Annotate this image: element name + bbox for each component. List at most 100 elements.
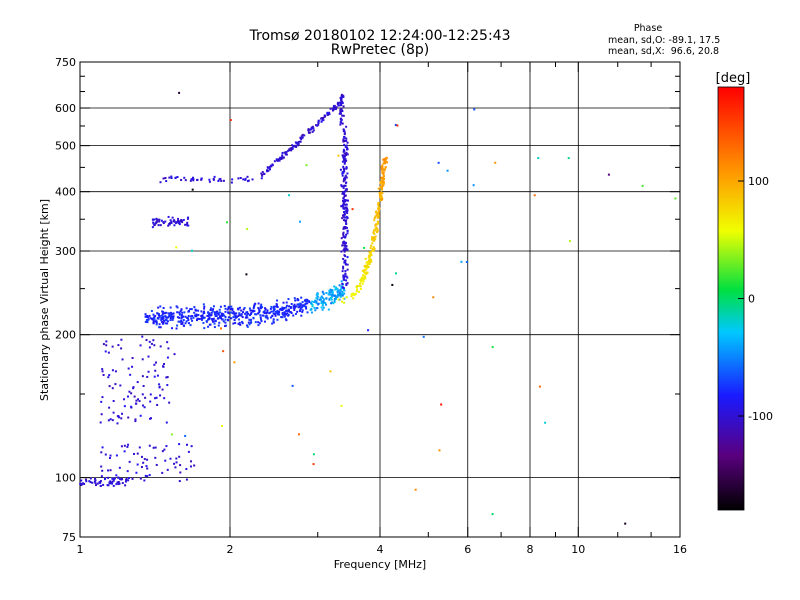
data-point bbox=[333, 285, 336, 288]
data-point bbox=[340, 104, 343, 107]
data-point bbox=[301, 136, 304, 139]
data-point bbox=[185, 443, 188, 446]
data-point bbox=[374, 235, 377, 238]
data-point bbox=[263, 320, 266, 323]
data-point bbox=[343, 132, 346, 135]
data-point bbox=[277, 311, 280, 314]
data-point bbox=[88, 480, 91, 483]
data-point bbox=[321, 308, 324, 311]
y-tick-label: 300 bbox=[55, 245, 76, 258]
data-point bbox=[144, 474, 147, 477]
data-point bbox=[377, 207, 380, 210]
data-point bbox=[258, 311, 261, 314]
data-point bbox=[221, 318, 224, 321]
data-point bbox=[202, 317, 205, 320]
data-point bbox=[184, 179, 187, 182]
data-point bbox=[331, 290, 334, 293]
data-point bbox=[202, 312, 205, 315]
data-point bbox=[230, 317, 233, 320]
data-point bbox=[184, 434, 187, 437]
data-point bbox=[239, 176, 242, 179]
data-point bbox=[315, 297, 318, 300]
data-point bbox=[242, 308, 245, 311]
data-point bbox=[372, 239, 375, 242]
data-point bbox=[328, 298, 331, 301]
data-point bbox=[212, 318, 215, 321]
data-point bbox=[117, 480, 120, 483]
data-point bbox=[391, 283, 394, 286]
data-point bbox=[154, 446, 157, 449]
data-point bbox=[147, 318, 150, 321]
data-point bbox=[169, 319, 172, 322]
data-point bbox=[344, 255, 347, 258]
data-point bbox=[370, 236, 373, 239]
data-point bbox=[241, 322, 244, 325]
data-point bbox=[126, 470, 129, 473]
data-point bbox=[150, 342, 153, 345]
data-point bbox=[164, 176, 167, 179]
data-point bbox=[126, 445, 129, 448]
data-point bbox=[285, 309, 288, 312]
data-point bbox=[196, 318, 199, 321]
data-point bbox=[104, 453, 107, 456]
data-point bbox=[128, 390, 131, 393]
data-point bbox=[131, 365, 134, 368]
data-point bbox=[165, 316, 168, 319]
data-point bbox=[333, 301, 336, 304]
data-point bbox=[207, 314, 210, 317]
data-point bbox=[173, 224, 176, 227]
data-point bbox=[152, 318, 155, 321]
data-point bbox=[339, 168, 342, 171]
data-point bbox=[155, 463, 158, 466]
data-point bbox=[320, 300, 323, 303]
data-point bbox=[152, 317, 155, 320]
data-point bbox=[372, 231, 375, 234]
data-point bbox=[253, 310, 256, 313]
data-point bbox=[345, 139, 348, 142]
data-point bbox=[342, 196, 345, 199]
data-point bbox=[339, 112, 342, 115]
stats-x-mode: mean, sd,X: 96.6, 20.8 bbox=[608, 46, 719, 57]
data-point bbox=[107, 469, 110, 472]
data-point bbox=[363, 264, 366, 267]
data-point bbox=[225, 221, 228, 224]
data-point bbox=[373, 237, 376, 240]
data-point bbox=[287, 313, 290, 316]
data-point bbox=[148, 314, 151, 317]
data-point bbox=[328, 113, 331, 116]
data-point bbox=[343, 216, 346, 219]
data-point bbox=[362, 280, 365, 283]
data-point bbox=[370, 260, 373, 263]
data-point bbox=[197, 309, 200, 312]
data-point bbox=[569, 240, 572, 243]
data-point bbox=[171, 216, 174, 219]
data-point bbox=[266, 316, 269, 319]
data-point bbox=[182, 324, 185, 327]
data-point bbox=[252, 307, 255, 310]
data-point bbox=[293, 309, 296, 312]
data-point bbox=[113, 477, 116, 480]
y-tick-label: 75 bbox=[62, 531, 76, 544]
data-point bbox=[345, 209, 348, 212]
data-point bbox=[281, 154, 284, 157]
data-point bbox=[155, 361, 158, 364]
data-point bbox=[297, 140, 300, 143]
data-point bbox=[374, 224, 377, 227]
data-point bbox=[276, 313, 279, 316]
data-point bbox=[340, 285, 343, 288]
data-point bbox=[176, 176, 179, 179]
data-point bbox=[381, 192, 384, 195]
data-point bbox=[149, 317, 152, 320]
data-point bbox=[147, 355, 150, 358]
data-point bbox=[341, 101, 344, 104]
data-point bbox=[362, 274, 365, 277]
data-point bbox=[190, 460, 193, 463]
colorbar-tick-label: 100 bbox=[748, 175, 769, 188]
data-point bbox=[182, 218, 185, 221]
data-point bbox=[260, 320, 263, 323]
data-point bbox=[337, 154, 340, 157]
data-point bbox=[340, 117, 343, 120]
data-point bbox=[227, 316, 230, 319]
data-point bbox=[174, 177, 177, 180]
data-point bbox=[271, 322, 274, 325]
